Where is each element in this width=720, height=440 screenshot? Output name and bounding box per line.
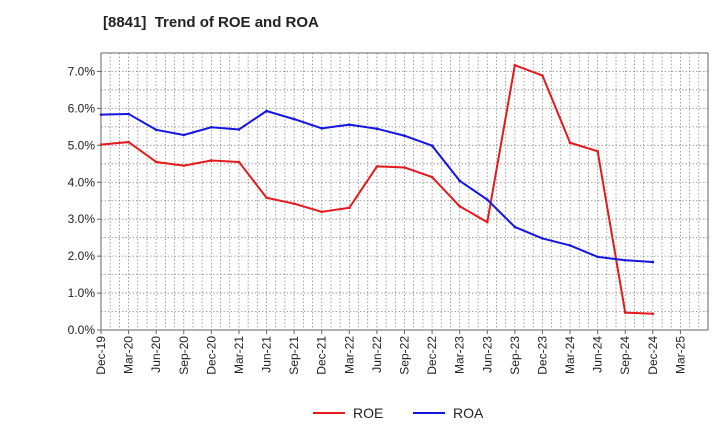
roe-data-point: [485, 220, 489, 224]
roe-data-point: [541, 74, 544, 77]
roa-data-point: [651, 260, 655, 264]
y-tick-label: 1.0%: [68, 286, 96, 300]
grid-layer: [101, 53, 708, 330]
y-tick-label: 2.0%: [68, 249, 96, 263]
y-tick-label: 7.0%: [68, 64, 96, 78]
axis-layer: 0.0% 1.0% 2.0% 3.0% 4.0% 5.0% 6.0% 7.0% Dec-19 Ma…: [68, 64, 688, 374]
x-tick-label: Dec-21: [315, 336, 329, 375]
roa-data-point: [458, 179, 461, 183]
roa-data-point: [375, 127, 379, 131]
legend-roe-label: ROE: [353, 405, 383, 421]
roa-data-point: [623, 258, 627, 262]
roe-data-point: [513, 63, 517, 67]
x-tick-label: Dec-22: [425, 336, 439, 375]
roa-data-point: [292, 117, 296, 121]
x-tick-label: Jun-24: [591, 336, 605, 373]
x-tick-label: Mar-21: [232, 336, 246, 374]
roa-data-point: [430, 144, 434, 148]
roa-data-point: [237, 128, 241, 131]
x-tick-label: Mar-25: [673, 336, 687, 374]
y-tick-label: 0.0%: [68, 323, 96, 337]
roa-data-point: [320, 127, 324, 130]
roa-data-point: [265, 109, 268, 113]
roa-data-point: [210, 125, 213, 129]
y-tick-label: 5.0%: [68, 138, 96, 152]
roe-data-point: [568, 141, 572, 145]
x-tick-label: Jun-21: [260, 336, 274, 373]
x-tick-label: Dec-19: [94, 336, 108, 375]
roa-data-point: [403, 134, 406, 138]
x-tick-label: Jun-20: [149, 336, 163, 373]
x-tick-label: Dec-24: [646, 336, 660, 375]
roe-data-point: [375, 165, 379, 168]
roa-data-point: [568, 244, 572, 247]
x-tick-label: Mar-20: [122, 336, 136, 374]
roa-data-point: [513, 225, 517, 229]
roe-data-point: [265, 196, 268, 200]
roe-data-point: [320, 210, 324, 214]
y-tick-label: 3.0%: [68, 212, 96, 226]
x-tick-label: Jun-22: [370, 336, 384, 373]
x-tick-label: Mar-22: [342, 336, 356, 374]
roe-data-point: [348, 206, 351, 210]
roa-data-point: [127, 112, 130, 116]
roa-data-point: [99, 113, 103, 116]
roe-data-point: [127, 140, 130, 144]
roe-data-point: [458, 204, 461, 208]
roe-data-point: [182, 164, 186, 167]
x-tick-label: Dec-20: [204, 336, 218, 375]
roa-data-point: [596, 255, 599, 259]
roe-data-point: [623, 311, 627, 314]
x-tick-label: Sep-21: [287, 336, 301, 375]
x-tick-label: Sep-20: [177, 336, 191, 375]
roe-data-point: [292, 202, 296, 205]
roa-data-point: [485, 198, 489, 201]
y-tick-label: 4.0%: [68, 175, 96, 189]
roa-data-point: [541, 237, 544, 240]
x-tick-label: Sep-24: [618, 336, 632, 375]
roa-data-point: [348, 123, 351, 126]
roe-data-point: [403, 166, 406, 169]
roe-data-point: [210, 159, 213, 162]
x-tick-label: Jun-23: [480, 336, 494, 373]
roe-data-point: [596, 149, 599, 153]
roe-data-point: [430, 175, 434, 179]
x-tick-label: Mar-23: [453, 336, 467, 374]
series-layer: [99, 63, 655, 316]
roa-data-point: [182, 133, 186, 137]
x-tick-label: Sep-22: [398, 336, 412, 375]
legend: ROE ROA: [313, 405, 484, 421]
chart-title: [8841] Trend of ROE and ROA: [103, 14, 319, 31]
roe-data-point: [651, 312, 655, 316]
roa-data-point: [154, 128, 158, 132]
roe-data-point: [237, 160, 241, 164]
legend-roa-label: ROA: [453, 405, 484, 421]
x-tick-label: Dec-23: [535, 336, 549, 375]
roe-data-point: [154, 160, 158, 164]
x-tick-label: Sep-23: [508, 336, 522, 375]
y-tick-label: 6.0%: [68, 101, 96, 115]
x-tick-label: Mar-24: [563, 336, 577, 374]
